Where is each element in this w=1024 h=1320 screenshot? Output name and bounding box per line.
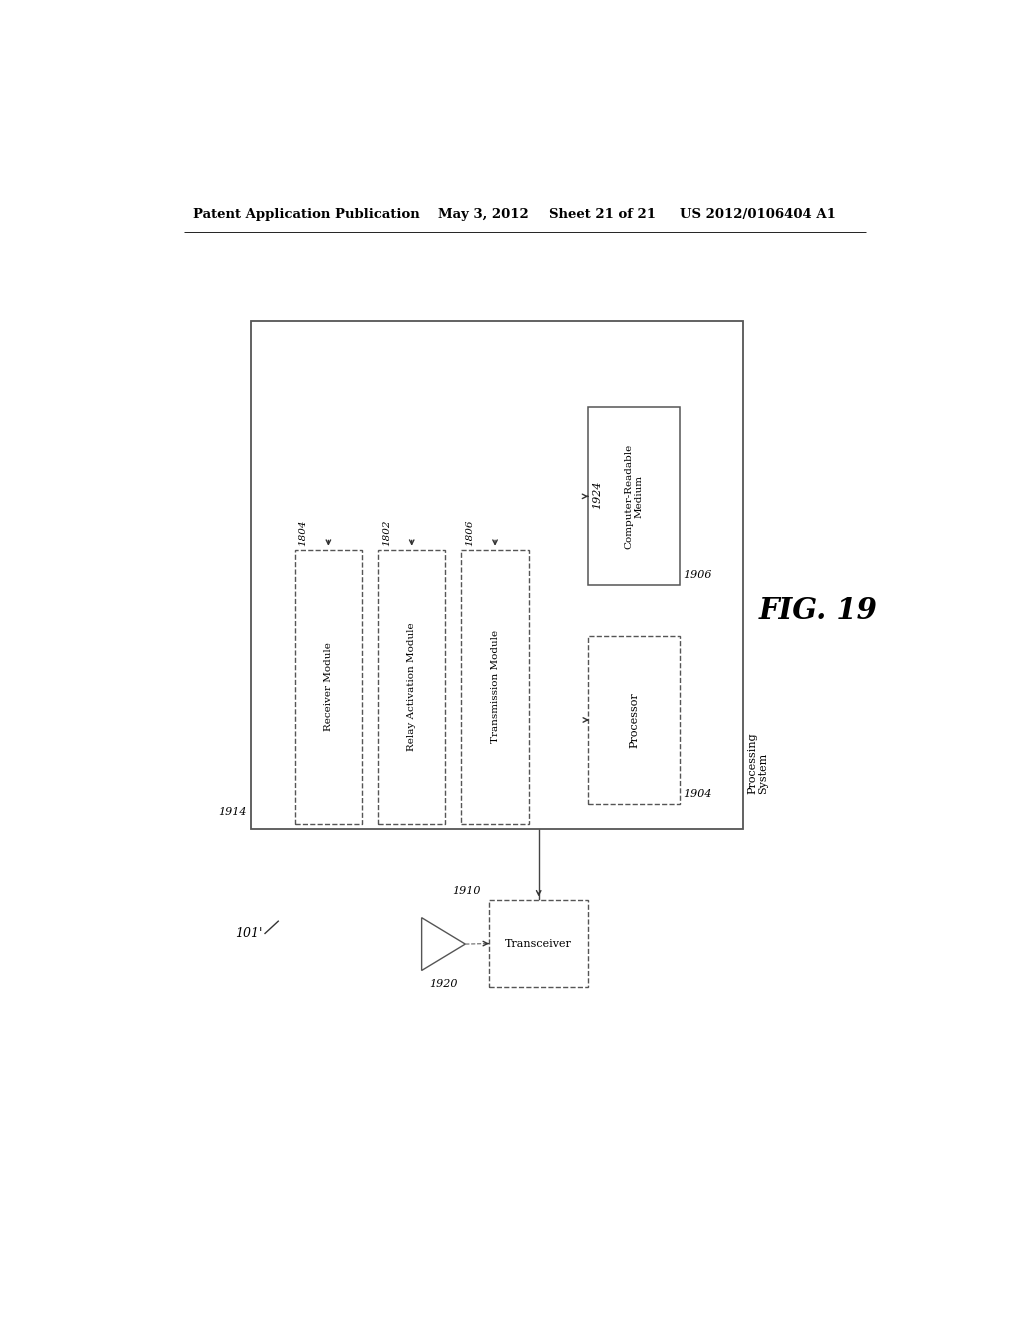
- Text: Receiver Module: Receiver Module: [324, 643, 333, 731]
- Bar: [461, 549, 528, 824]
- Text: 1906: 1906: [684, 570, 712, 581]
- Text: 1920: 1920: [429, 978, 458, 989]
- Text: Patent Application Publication: Patent Application Publication: [194, 207, 420, 220]
- Text: 1904: 1904: [684, 789, 712, 799]
- Polygon shape: [422, 917, 465, 970]
- Bar: [489, 900, 588, 987]
- Text: 1910: 1910: [453, 886, 481, 896]
- Text: 101': 101': [236, 928, 263, 940]
- Text: Transceiver: Transceiver: [505, 939, 572, 949]
- Text: 1802: 1802: [382, 519, 391, 545]
- Text: Processor: Processor: [629, 692, 639, 748]
- Text: Processing
System: Processing System: [748, 733, 769, 793]
- Bar: [251, 321, 743, 829]
- Text: Transmission Module: Transmission Module: [490, 631, 500, 743]
- Text: 1914: 1914: [218, 807, 247, 817]
- Text: 1924: 1924: [592, 480, 602, 510]
- Text: Computer-Readable
Medium: Computer-Readable Medium: [625, 444, 644, 549]
- Bar: [378, 549, 445, 824]
- Text: US 2012/0106404 A1: US 2012/0106404 A1: [680, 207, 836, 220]
- Text: 1806: 1806: [465, 519, 474, 545]
- Bar: [295, 549, 362, 824]
- Bar: [588, 636, 680, 804]
- Text: Sheet 21 of 21: Sheet 21 of 21: [549, 207, 655, 220]
- Text: FIG. 19: FIG. 19: [759, 597, 878, 626]
- Text: May 3, 2012: May 3, 2012: [437, 207, 528, 220]
- Text: Relay Activation Module: Relay Activation Module: [408, 623, 416, 751]
- Bar: [588, 408, 680, 585]
- Text: 1804: 1804: [299, 519, 307, 545]
